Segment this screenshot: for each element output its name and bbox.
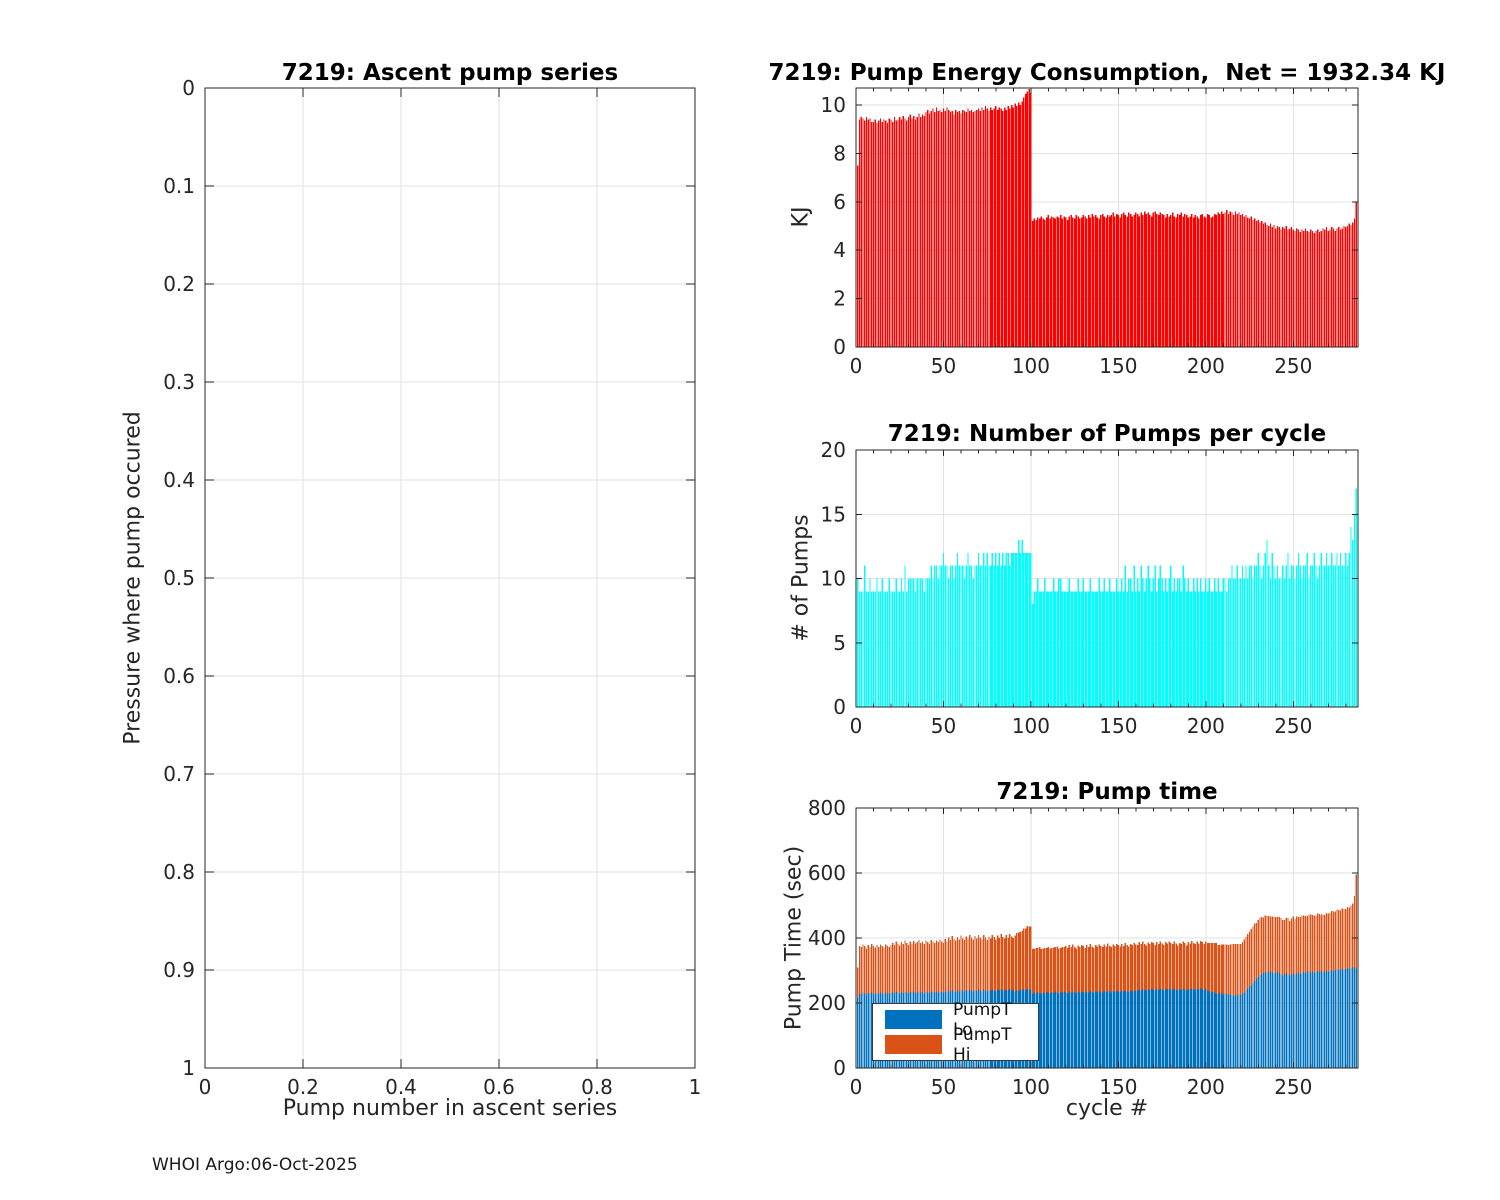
svg-text:0: 0 (850, 714, 863, 738)
energy-ylabel: KJ (788, 206, 814, 228)
legend-label-lo: PumpT Lo (953, 999, 1012, 1040)
svg-text:100: 100 (1012, 714, 1050, 738)
svg-text:200: 200 (1187, 714, 1225, 738)
svg-text:5: 5 (833, 631, 846, 655)
svg-text:6: 6 (833, 190, 846, 214)
svg-text:200: 200 (1187, 354, 1225, 378)
pumptime-ylabel: Pump Time (sec) (781, 845, 807, 1031)
svg-text:0.6: 0.6 (163, 664, 195, 688)
svg-text:4: 4 (833, 238, 846, 262)
svg-text:400: 400 (808, 926, 846, 950)
svg-text:0: 0 (182, 76, 195, 100)
svg-text:0.3: 0.3 (163, 370, 195, 394)
svg-text:20: 20 (821, 438, 846, 462)
svg-text:0: 0 (833, 335, 846, 359)
legend-swatch-hi (885, 1035, 942, 1054)
svg-text:0.2: 0.2 (163, 272, 195, 296)
svg-text:1: 1 (689, 1075, 702, 1099)
legend-swatch-lo (885, 1010, 942, 1029)
svg-text:800: 800 (808, 796, 846, 820)
legend-row-lo: PumpT Lo (885, 1000, 1030, 1040)
svg-text:0: 0 (850, 354, 863, 378)
svg-text:0: 0 (850, 1075, 863, 1099)
svg-text:50: 50 (931, 714, 956, 738)
svg-text:0: 0 (833, 695, 846, 719)
ascent-ylabel: Pressure where pump occured (120, 411, 146, 745)
svg-text:0: 0 (833, 1056, 846, 1080)
legend: PumpT Lo PumpT Hi (872, 1000, 1039, 1065)
svg-text:600: 600 (808, 861, 846, 885)
svg-text:100: 100 (1012, 354, 1050, 378)
pumptime-xlabel: cycle # (1065, 1096, 1149, 1121)
svg-text:0.1: 0.1 (163, 174, 195, 198)
legend-label-hi: PumpT Hi (953, 1024, 1012, 1065)
svg-text:50: 50 (931, 354, 956, 378)
svg-text:250: 250 (1274, 714, 1312, 738)
svg-text:50: 50 (931, 1075, 956, 1099)
svg-text:10: 10 (821, 93, 846, 117)
svg-text:0.2: 0.2 (287, 1075, 319, 1099)
svg-text:100: 100 (1012, 1075, 1050, 1099)
pumptime-chart-title: 7219: Pump time (996, 779, 1218, 805)
svg-text:0.5: 0.5 (163, 566, 195, 590)
svg-text:0.9: 0.9 (163, 958, 195, 982)
svg-text:0.6: 0.6 (483, 1075, 515, 1099)
pumps-ylabel: # of Pumps (788, 514, 814, 642)
pumps-chart-title: 7219: Number of Pumps per cycle (887, 421, 1327, 447)
svg-text:8: 8 (833, 141, 846, 165)
svg-text:0: 0 (199, 1075, 212, 1099)
svg-text:200: 200 (808, 991, 846, 1015)
ascent-chart-title: 7219: Ascent pump series (281, 60, 619, 86)
svg-text:150: 150 (1099, 714, 1137, 738)
svg-text:0.8: 0.8 (581, 1075, 613, 1099)
svg-text:1: 1 (182, 1056, 195, 1080)
svg-text:200: 200 (1187, 1075, 1225, 1099)
svg-text:15: 15 (821, 502, 846, 526)
legend-row-hi: PumpT Hi (885, 1025, 1030, 1065)
svg-text:0.4: 0.4 (385, 1075, 417, 1099)
svg-text:0.4: 0.4 (163, 468, 195, 492)
energy-chart-title: 7219: Pump Energy Consumption, Net = 193… (768, 60, 1446, 86)
svg-text:2: 2 (833, 287, 846, 311)
svg-text:0.7: 0.7 (163, 762, 195, 786)
svg-text:10: 10 (821, 567, 846, 591)
footer-text: WHOI Argo:06-Oct-2025 (152, 1155, 358, 1175)
svg-text:150: 150 (1099, 354, 1137, 378)
svg-text:250: 250 (1274, 1075, 1312, 1099)
svg-text:250: 250 (1274, 354, 1312, 378)
svg-text:150: 150 (1099, 1075, 1137, 1099)
ascent-xlabel: Pump number in ascent series (282, 1096, 618, 1121)
svg-text:0.8: 0.8 (163, 860, 195, 884)
